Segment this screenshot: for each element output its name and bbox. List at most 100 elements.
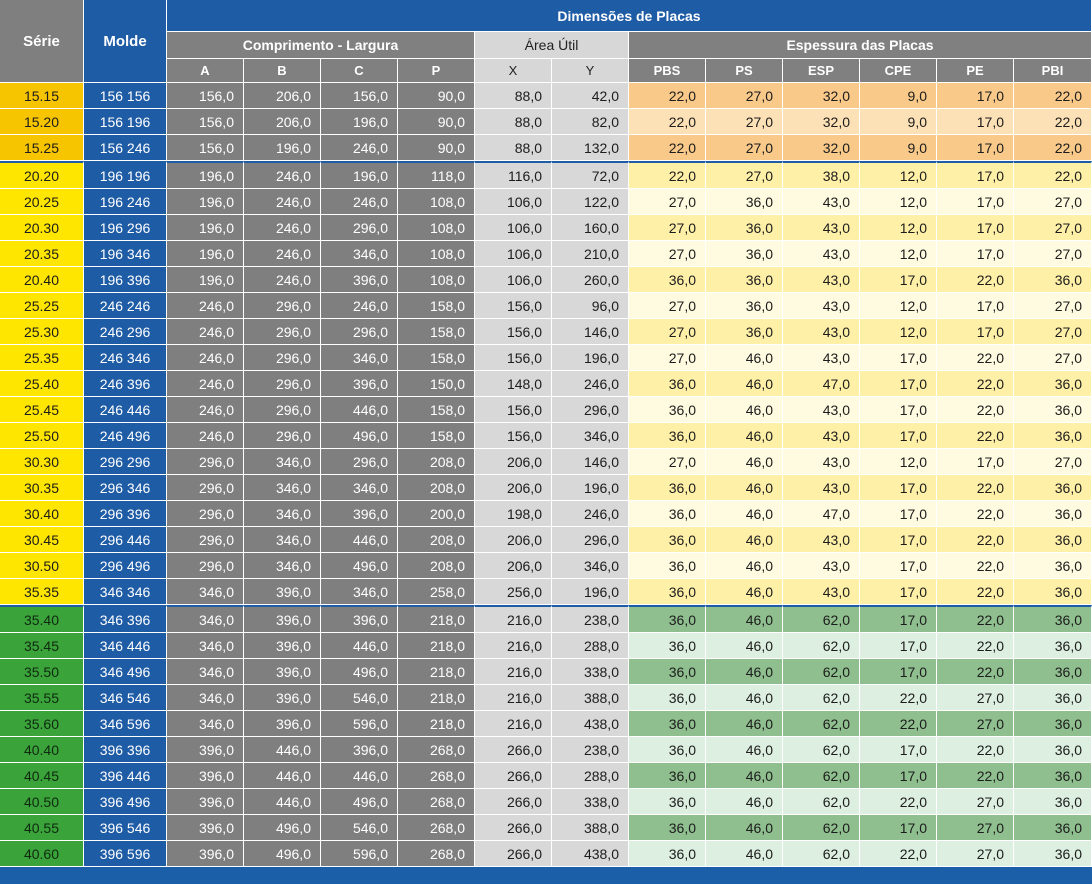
cell-x: 88,0 bbox=[475, 109, 552, 135]
cell-molde: 246 496 bbox=[84, 423, 167, 449]
cell-cpe: 17,0 bbox=[860, 501, 937, 527]
cell-pe: 17,0 bbox=[937, 319, 1014, 345]
cell-pbi: 27,0 bbox=[1014, 293, 1092, 319]
cell-pe: 22,0 bbox=[937, 553, 1014, 579]
cell-serie: 25.45 bbox=[0, 397, 84, 423]
cell-c: 156,0 bbox=[321, 83, 398, 109]
cell-x: 156,0 bbox=[475, 293, 552, 319]
cell-pbi: 36,0 bbox=[1014, 815, 1092, 841]
cell-p: 268,0 bbox=[398, 841, 475, 867]
cell-molde: 396 396 bbox=[84, 737, 167, 763]
cell-pe: 22,0 bbox=[937, 605, 1014, 633]
cell-cpe: 22,0 bbox=[860, 685, 937, 711]
cell-a: 246,0 bbox=[167, 397, 244, 423]
cell-a: 246,0 bbox=[167, 319, 244, 345]
cell-serie: 25.30 bbox=[0, 319, 84, 345]
cell-pbi: 36,0 bbox=[1014, 841, 1092, 867]
cell-ps: 36,0 bbox=[706, 189, 783, 215]
cell-x: 216,0 bbox=[475, 711, 552, 737]
table-row: 35.35 346 346 346,0 396,0 346,0 258,0 256,0 196… bbox=[0, 579, 1092, 605]
cell-p: 268,0 bbox=[398, 815, 475, 841]
cell-b: 346,0 bbox=[244, 553, 321, 579]
cell-p: 108,0 bbox=[398, 215, 475, 241]
cell-serie: 20.25 bbox=[0, 189, 84, 215]
cell-a: 346,0 bbox=[167, 605, 244, 633]
cell-pe: 22,0 bbox=[937, 737, 1014, 763]
cell-pbi: 27,0 bbox=[1014, 215, 1092, 241]
cell-b: 346,0 bbox=[244, 527, 321, 553]
cell-pbs: 27,0 bbox=[629, 215, 706, 241]
cell-x: 206,0 bbox=[475, 527, 552, 553]
cell-c: 396,0 bbox=[321, 371, 398, 397]
cell-serie: 40.40 bbox=[0, 737, 84, 763]
cell-a: 296,0 bbox=[167, 553, 244, 579]
cell-b: 396,0 bbox=[244, 605, 321, 633]
cell-x: 256,0 bbox=[475, 579, 552, 605]
cell-pe: 17,0 bbox=[937, 135, 1014, 161]
cell-pe: 17,0 bbox=[937, 189, 1014, 215]
cell-esp: 43,0 bbox=[783, 449, 860, 475]
cell-pbs: 36,0 bbox=[629, 633, 706, 659]
cell-ps: 36,0 bbox=[706, 293, 783, 319]
table-row: 20.40 196 396 196,0 246,0 396,0 108,0 106,0 260… bbox=[0, 267, 1092, 293]
cell-ps: 46,0 bbox=[706, 553, 783, 579]
cell-a: 296,0 bbox=[167, 475, 244, 501]
cell-molde: 246 246 bbox=[84, 293, 167, 319]
cell-pe: 27,0 bbox=[937, 685, 1014, 711]
cell-esp: 43,0 bbox=[783, 423, 860, 449]
cell-p: 158,0 bbox=[398, 423, 475, 449]
cell-x: 216,0 bbox=[475, 685, 552, 711]
cell-ps: 46,0 bbox=[706, 345, 783, 371]
cell-ps: 36,0 bbox=[706, 267, 783, 293]
cell-esp: 62,0 bbox=[783, 815, 860, 841]
cell-molde: 156 196 bbox=[84, 109, 167, 135]
cell-b: 396,0 bbox=[244, 579, 321, 605]
cell-pbs: 22,0 bbox=[629, 135, 706, 161]
cell-pbs: 36,0 bbox=[629, 763, 706, 789]
cell-cpe: 22,0 bbox=[860, 841, 937, 867]
cell-molde: 246 346 bbox=[84, 345, 167, 371]
cell-pbi: 36,0 bbox=[1014, 685, 1092, 711]
cell-pbs: 36,0 bbox=[629, 423, 706, 449]
cell-y: 42,0 bbox=[552, 83, 629, 109]
cell-serie: 25.35 bbox=[0, 345, 84, 371]
cell-pe: 22,0 bbox=[937, 267, 1014, 293]
cell-p: 268,0 bbox=[398, 763, 475, 789]
table-row: 40.60 396 596 396,0 496,0 596,0 268,0 266,0 438… bbox=[0, 841, 1092, 867]
cell-a: 346,0 bbox=[167, 659, 244, 685]
cell-serie: 15.15 bbox=[0, 83, 84, 109]
header-espessura: Espessura das Placas bbox=[629, 32, 1092, 59]
cell-pbi: 27,0 bbox=[1014, 319, 1092, 345]
cell-molde: 296 296 bbox=[84, 449, 167, 475]
cell-molde: 196 296 bbox=[84, 215, 167, 241]
cell-esp: 38,0 bbox=[783, 161, 860, 189]
cell-c: 546,0 bbox=[321, 815, 398, 841]
cell-pbi: 36,0 bbox=[1014, 659, 1092, 685]
cell-pe: 17,0 bbox=[937, 215, 1014, 241]
cell-serie: 35.35 bbox=[0, 579, 84, 605]
cell-esp: 43,0 bbox=[783, 345, 860, 371]
cell-x: 106,0 bbox=[475, 189, 552, 215]
cell-a: 156,0 bbox=[167, 109, 244, 135]
cell-serie: 30.35 bbox=[0, 475, 84, 501]
cell-pe: 22,0 bbox=[937, 659, 1014, 685]
cell-pbs: 36,0 bbox=[629, 685, 706, 711]
col-header-b: B bbox=[244, 59, 321, 83]
cell-esp: 43,0 bbox=[783, 527, 860, 553]
cell-y: 346,0 bbox=[552, 553, 629, 579]
cell-a: 196,0 bbox=[167, 215, 244, 241]
cell-p: 90,0 bbox=[398, 109, 475, 135]
cell-pe: 22,0 bbox=[937, 475, 1014, 501]
table-row: 35.55 346 546 346,0 396,0 546,0 218,0 216,0 388… bbox=[0, 685, 1092, 711]
cell-b: 246,0 bbox=[244, 189, 321, 215]
cell-cpe: 12,0 bbox=[860, 241, 937, 267]
cell-p: 218,0 bbox=[398, 711, 475, 737]
cell-x: 206,0 bbox=[475, 553, 552, 579]
cell-pbs: 36,0 bbox=[629, 737, 706, 763]
cell-pbs: 27,0 bbox=[629, 449, 706, 475]
table-row: 20.20 196 196 196,0 246,0 196,0 118,0 116,0 72,… bbox=[0, 161, 1092, 189]
cell-pe: 22,0 bbox=[937, 345, 1014, 371]
table-row: 30.40 296 396 296,0 346,0 396,0 200,0 198,0 246… bbox=[0, 501, 1092, 527]
cell-b: 246,0 bbox=[244, 215, 321, 241]
cell-esp: 47,0 bbox=[783, 501, 860, 527]
